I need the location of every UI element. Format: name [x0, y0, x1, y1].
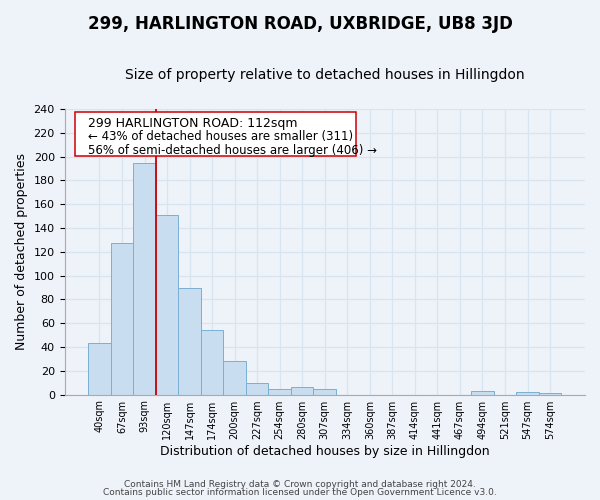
- Bar: [133, 162, 156, 394]
- Bar: [291, 388, 313, 394]
- Text: Contains HM Land Registry data © Crown copyright and database right 2024.: Contains HM Land Registry data © Crown c…: [124, 480, 476, 489]
- Title: Size of property relative to detached houses in Hillingdon: Size of property relative to detached ho…: [125, 68, 524, 82]
- Bar: [223, 362, 246, 394]
- Bar: [471, 391, 494, 394]
- X-axis label: Distribution of detached houses by size in Hillingdon: Distribution of detached houses by size …: [160, 444, 490, 458]
- Bar: [156, 215, 178, 394]
- Text: 56% of semi-detached houses are larger (406) →: 56% of semi-detached houses are larger (…: [88, 144, 377, 157]
- Bar: [111, 244, 133, 394]
- Text: Contains public sector information licensed under the Open Government Licence v3: Contains public sector information licen…: [103, 488, 497, 497]
- Text: 299 HARLINGTON ROAD: 112sqm: 299 HARLINGTON ROAD: 112sqm: [88, 117, 298, 130]
- Bar: [178, 288, 201, 395]
- Y-axis label: Number of detached properties: Number of detached properties: [15, 154, 28, 350]
- Bar: [313, 388, 336, 394]
- Text: 299, HARLINGTON ROAD, UXBRIDGE, UB8 3JD: 299, HARLINGTON ROAD, UXBRIDGE, UB8 3JD: [88, 15, 512, 33]
- Bar: [88, 344, 111, 394]
- Bar: [246, 382, 268, 394]
- Bar: [268, 388, 291, 394]
- Bar: [516, 392, 539, 394]
- Text: ← 43% of detached houses are smaller (311): ← 43% of detached houses are smaller (31…: [88, 130, 353, 143]
- FancyBboxPatch shape: [75, 112, 356, 156]
- Bar: [201, 330, 223, 394]
